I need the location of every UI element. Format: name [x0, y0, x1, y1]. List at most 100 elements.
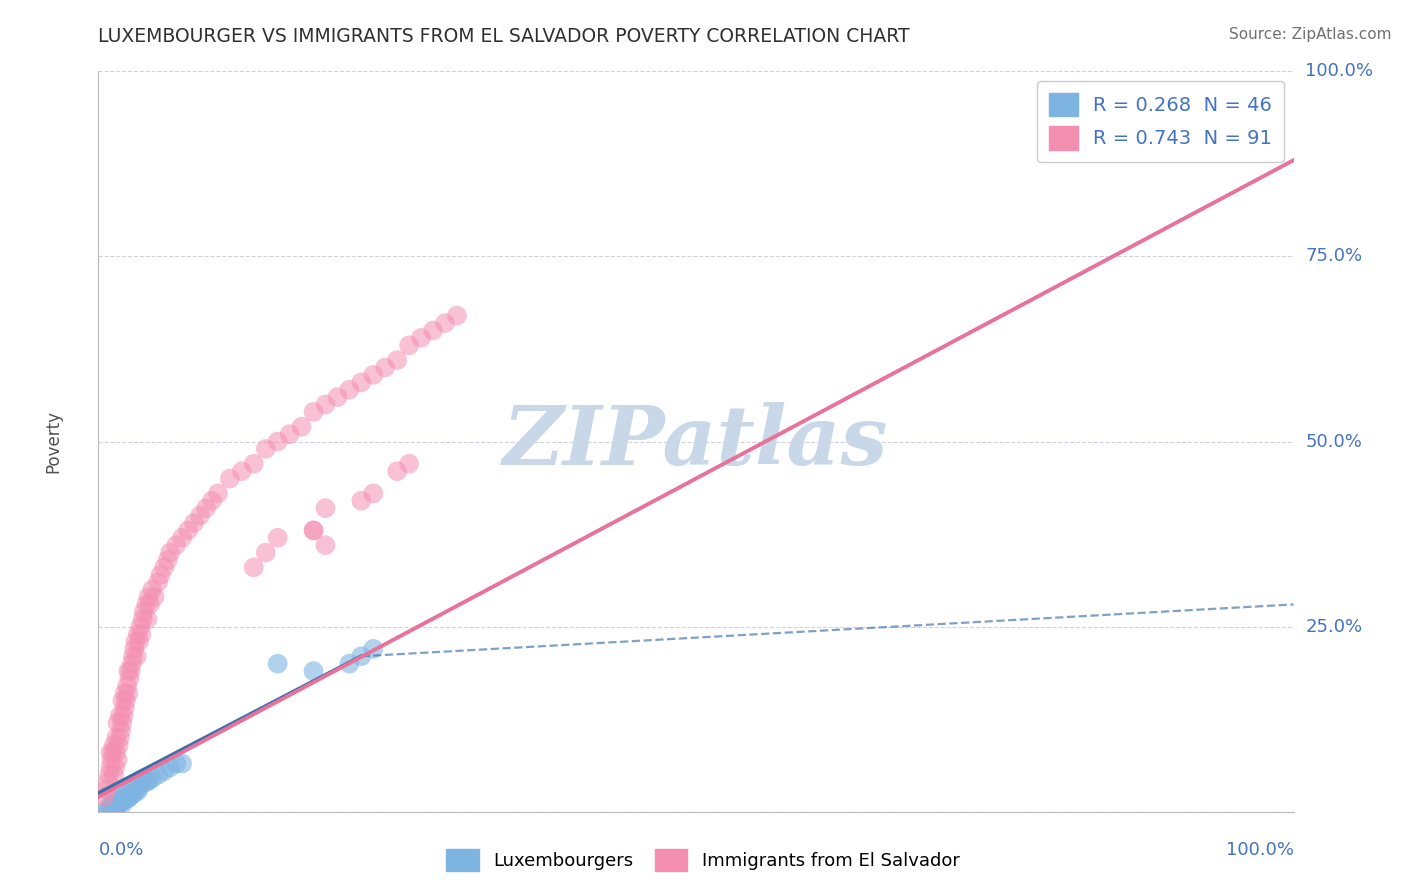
Point: [350, 649, 373, 664]
Point: [231, 464, 253, 478]
Point: [121, 786, 143, 800]
Point: [108, 796, 131, 810]
Point: [315, 538, 337, 552]
Point: [96, 782, 118, 797]
Point: [183, 516, 205, 530]
Point: [115, 789, 138, 804]
Text: ZIPatlas: ZIPatlas: [503, 401, 889, 482]
Point: [243, 560, 266, 574]
Point: [131, 627, 153, 641]
Point: [434, 316, 457, 330]
Point: [135, 775, 157, 789]
Point: [111, 789, 134, 804]
Point: [124, 634, 146, 648]
Point: [127, 784, 149, 798]
Point: [107, 738, 129, 752]
Point: [132, 775, 155, 789]
Point: [385, 464, 409, 478]
Point: [339, 657, 361, 671]
Point: [105, 798, 128, 813]
Point: [129, 619, 152, 633]
Point: [98, 797, 122, 812]
Point: [117, 686, 139, 700]
Point: [254, 442, 277, 456]
Point: [115, 679, 138, 693]
Point: [363, 368, 385, 382]
Text: Poverty: Poverty: [45, 410, 63, 473]
Point: [267, 434, 290, 449]
Point: [143, 590, 166, 604]
Point: [98, 805, 122, 819]
Point: [243, 457, 266, 471]
Point: [110, 723, 132, 738]
Point: [127, 627, 149, 641]
Point: [339, 383, 361, 397]
Point: [107, 753, 129, 767]
Point: [398, 338, 420, 352]
Point: [93, 789, 115, 804]
Point: [97, 805, 120, 819]
Point: [104, 760, 127, 774]
Text: Source: ZipAtlas.com: Source: ZipAtlas.com: [1229, 27, 1392, 42]
Point: [201, 493, 224, 508]
Point: [172, 756, 194, 771]
Point: [103, 738, 125, 752]
Point: [374, 360, 396, 375]
Point: [117, 791, 139, 805]
Point: [315, 398, 337, 412]
Point: [105, 731, 128, 745]
Point: [108, 731, 131, 745]
Point: [302, 524, 325, 538]
Point: [108, 708, 131, 723]
Point: [105, 794, 128, 808]
Point: [138, 590, 160, 604]
Point: [105, 746, 128, 760]
Legend: R = 0.268  N = 46, R = 0.743  N = 91: R = 0.268 N = 46, R = 0.743 N = 91: [1036, 81, 1284, 161]
Point: [115, 789, 138, 803]
Point: [350, 493, 373, 508]
Point: [315, 501, 337, 516]
Point: [350, 376, 373, 390]
Point: [219, 471, 242, 485]
Point: [110, 791, 132, 805]
Point: [118, 789, 141, 804]
Point: [101, 746, 124, 760]
Point: [302, 405, 325, 419]
Point: [411, 331, 433, 345]
Point: [267, 657, 290, 671]
Point: [159, 546, 181, 560]
Point: [132, 605, 155, 619]
Point: [302, 524, 325, 538]
Point: [112, 708, 135, 723]
Point: [115, 694, 138, 708]
Point: [114, 791, 136, 805]
Point: [107, 715, 129, 730]
Point: [120, 789, 142, 803]
Point: [385, 353, 409, 368]
Point: [107, 797, 129, 812]
Point: [93, 805, 115, 819]
Point: [291, 419, 314, 434]
Point: [148, 767, 170, 781]
Text: 100.0%: 100.0%: [1226, 841, 1294, 859]
Point: [122, 649, 145, 664]
Point: [278, 427, 301, 442]
Point: [125, 649, 148, 664]
Point: [188, 508, 211, 523]
Point: [108, 794, 131, 808]
Point: [141, 582, 163, 597]
Point: [124, 786, 146, 800]
Point: [136, 612, 159, 626]
Point: [165, 538, 187, 552]
Point: [103, 767, 125, 781]
Point: [159, 760, 181, 774]
Point: [120, 664, 142, 678]
Point: [156, 553, 179, 567]
Point: [138, 773, 160, 788]
Point: [129, 779, 152, 793]
Point: [117, 664, 139, 678]
Legend: Luxembourgers, Immigrants from El Salvador: Luxembourgers, Immigrants from El Salvad…: [439, 842, 967, 879]
Point: [207, 486, 229, 500]
Point: [112, 794, 135, 808]
Point: [98, 760, 122, 774]
